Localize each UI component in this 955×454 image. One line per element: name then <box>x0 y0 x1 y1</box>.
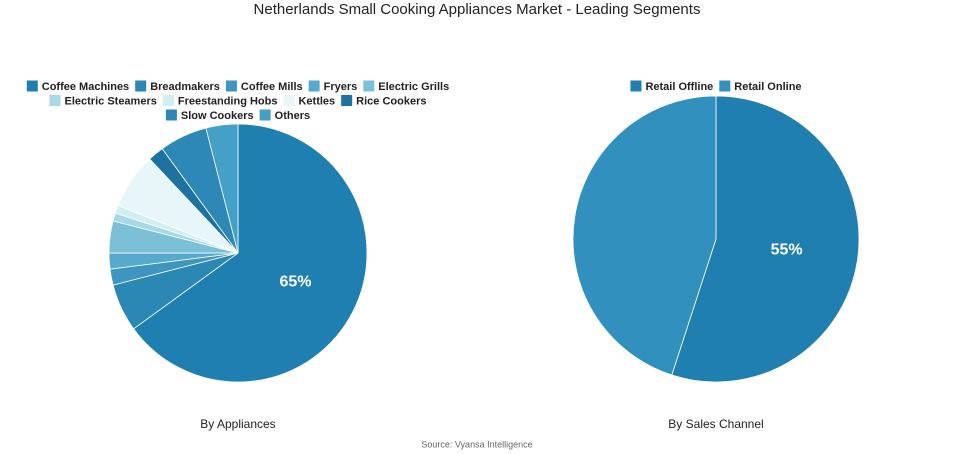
legend-swatch <box>308 80 320 92</box>
data-label: 65% <box>279 274 311 291</box>
legend-label: Others <box>275 110 310 122</box>
legend-swatch <box>162 95 174 106</box>
legend-item: Coffee Machines <box>26 80 129 93</box>
legend-item: Fryers <box>308 80 358 93</box>
legend-swatch <box>165 109 177 121</box>
legend-label: Electric Steamers <box>65 95 157 107</box>
legend-label: Freestanding Hobs <box>178 95 278 107</box>
legend-item: Freestanding Hobs <box>162 95 278 107</box>
pie-slice <box>133 123 368 383</box>
legend-swatch <box>719 80 731 92</box>
legend-item: Slow Cookers <box>165 109 254 122</box>
legend-label: Slow Cookers <box>181 110 254 122</box>
legend-swatch <box>135 80 147 92</box>
legend-item: Rice Cookers <box>341 95 426 107</box>
legend-item: Electric Grills <box>363 80 449 93</box>
legend-swatch <box>630 80 642 92</box>
legend-item: Breadmakers <box>135 80 220 93</box>
legend-item: Kettles <box>283 95 335 107</box>
legend-item: Retail Offline <box>630 80 713 93</box>
legend-label: Breadmakers <box>150 81 220 93</box>
legend-label: Retail Online <box>734 81 801 93</box>
legend-item: Others <box>259 109 310 122</box>
legend-swatch <box>26 80 38 92</box>
pie-slice <box>572 95 717 376</box>
legend-swatch <box>225 80 237 92</box>
legend-label: Kettles <box>298 95 335 107</box>
legend-item: Coffee Mills <box>225 80 303 93</box>
legend-label: Retail Offline <box>645 81 713 93</box>
source: Source: Vyansa Intelligence <box>421 439 532 449</box>
chart-title: Netherlands Small Cooking Appliances Mar… <box>254 1 701 18</box>
pie-slice <box>671 95 860 383</box>
legend-label: Fryers <box>324 81 358 93</box>
legend-swatch <box>49 95 61 106</box>
legend-label: Electric Grills <box>378 81 449 93</box>
legend-item: Retail Online <box>719 80 802 93</box>
chart-caption: By Sales Channel <box>668 417 763 431</box>
legend-swatch <box>363 80 375 92</box>
legend-swatch <box>259 109 271 121</box>
legend-swatch <box>341 95 353 106</box>
legend-item: Electric Steamers <box>49 95 157 107</box>
pie-slice <box>205 123 239 254</box>
data-label: 55% <box>771 241 803 258</box>
legend-label: Coffee Mills <box>241 81 303 93</box>
chart-caption: By Appliances <box>200 417 275 431</box>
legend-label: Coffee Machines <box>42 81 129 93</box>
legend-label: Rice Cookers <box>356 95 426 107</box>
legend-swatch <box>283 95 295 106</box>
